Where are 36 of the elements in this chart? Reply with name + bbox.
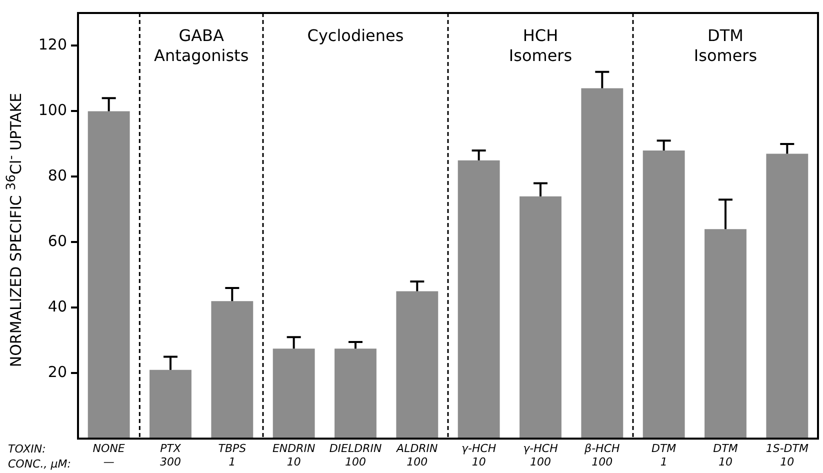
y-tick-label: 20 (48, 363, 67, 382)
x-tick-label: DTM 10 (713, 442, 738, 468)
text: TOXIN: (8, 442, 46, 456)
annotation: Cyclodienes (307, 26, 404, 46)
bar (334, 348, 376, 439)
x-tick-label: ENDRIN 10 (272, 442, 316, 468)
bar (520, 196, 562, 439)
bar (211, 301, 254, 439)
bar (581, 88, 624, 439)
x-tick-label: TBPS 1 (218, 442, 246, 468)
x-tick-label: β-HCH 100 (584, 442, 620, 468)
bar (704, 229, 746, 439)
y-tick-label: 40 (48, 298, 67, 316)
y-tick-label: 100 (38, 101, 67, 120)
x-tick-label: DTM 1 (651, 442, 677, 468)
y-tick-label: 80 (48, 166, 67, 185)
bar (272, 348, 315, 439)
x-tick-label: ALDRIN 100 (396, 442, 438, 468)
bar (88, 111, 130, 439)
x-tick-label: 1S-DTM 10 (766, 442, 809, 468)
x-tick-label: DIELDRIN 100 (329, 442, 382, 468)
bar (642, 150, 685, 439)
x-tick-label: NONE — (92, 442, 125, 468)
annotation: DTM Isomers (694, 26, 758, 66)
y-tick-label: 60 (48, 232, 67, 250)
annotation: HCH Isomers (508, 26, 572, 66)
x-tick-label: γ-HCH 100 (523, 442, 558, 468)
annotation: GABA Antagonists (154, 26, 249, 66)
x-tick-label: PTX 300 (160, 442, 182, 468)
text: CONC., μM: (8, 457, 71, 470)
bar (396, 291, 438, 439)
y-tick-label: 120 (38, 36, 67, 54)
bar (458, 160, 500, 439)
bar (766, 154, 808, 439)
x-tick-label: γ-HCH 10 (461, 442, 496, 468)
bar (150, 370, 192, 439)
